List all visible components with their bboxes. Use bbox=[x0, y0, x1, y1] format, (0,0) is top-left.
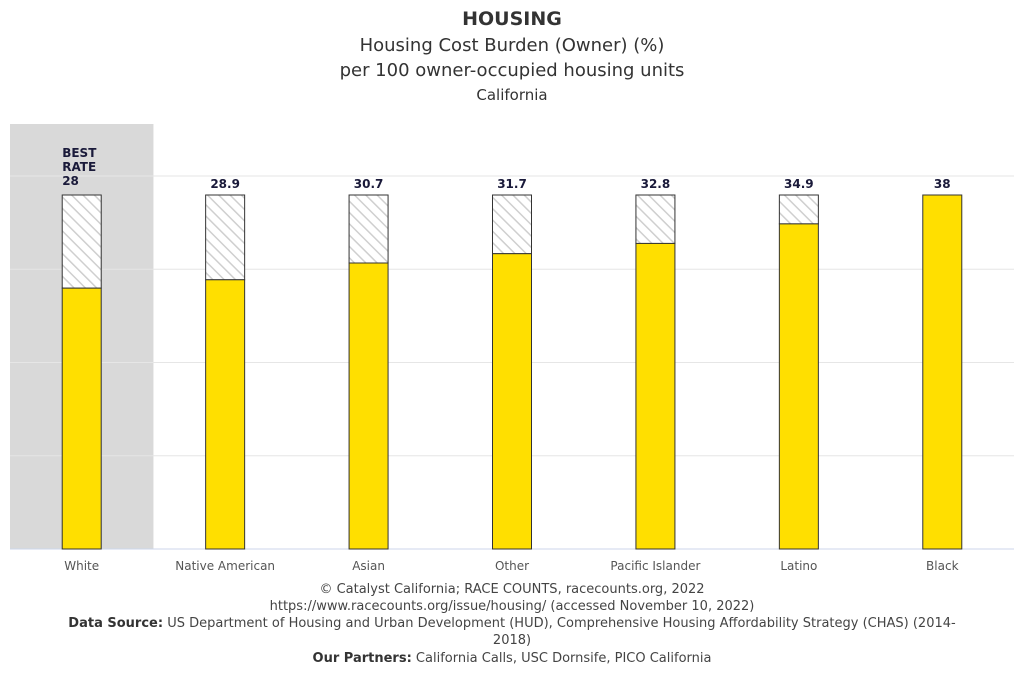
category-label: Black bbox=[926, 559, 959, 573]
best-rate-label: BEST bbox=[62, 146, 97, 160]
category-label: White bbox=[64, 559, 99, 573]
bar-native-american bbox=[205, 279, 246, 550]
category-label: Other bbox=[495, 559, 529, 573]
bar-latino bbox=[778, 223, 819, 550]
footer-source-cont: 2018) bbox=[492, 633, 532, 648]
footer-copyright: © Catalyst California; RACE COUNTS, race… bbox=[319, 582, 705, 597]
chart-subtitle-units: per 100 owner-occupied housing units bbox=[339, 60, 685, 81]
value-label: 28 bbox=[62, 174, 79, 188]
bar-gap-white bbox=[61, 194, 102, 289]
value-label: 30.7 bbox=[354, 177, 384, 191]
category-label: Latino bbox=[780, 559, 817, 573]
best-rate-label: RATE bbox=[62, 160, 96, 174]
bar-white bbox=[61, 287, 102, 550]
bar-pacific-islander bbox=[635, 242, 676, 550]
category-label: Asian bbox=[352, 559, 385, 573]
footer-source-label: Data Source: bbox=[68, 616, 164, 631]
value-label: 28.9 bbox=[210, 177, 240, 191]
value-label: 31.7 bbox=[497, 177, 527, 191]
chart-subtitle-region: California bbox=[476, 86, 548, 104]
footer-partners: Our Partners: California Calls, USC Dorn… bbox=[0, 651, 1024, 667]
value-label: 32.8 bbox=[641, 177, 671, 191]
bar-gap-native-american bbox=[205, 194, 246, 281]
footer-source-text: US Department of Housing and Urban Devel… bbox=[167, 616, 956, 631]
bar-gap-latino bbox=[778, 194, 819, 225]
value-label: 34.9 bbox=[784, 177, 814, 191]
bar-gap-asian bbox=[348, 194, 389, 264]
category-label: Pacific Islander bbox=[610, 559, 700, 573]
bar-gap-pacific-islander bbox=[635, 194, 676, 244]
bar-gap-other bbox=[492, 194, 532, 255]
chart-title: HOUSING bbox=[462, 8, 562, 30]
bar-other bbox=[492, 253, 532, 550]
category-label: Native American bbox=[175, 559, 275, 573]
chart-subtitle: Housing Cost Burden (Owner) (%) bbox=[359, 35, 665, 56]
bar-asian bbox=[348, 262, 389, 550]
bar-black bbox=[922, 194, 963, 550]
footer-partners-label: Our Partners: bbox=[312, 651, 412, 666]
footer-partners-text: California Calls, USC Dornsife, PICO Cal… bbox=[415, 651, 712, 666]
footer-url: https://www.racecounts.org/issue/housing… bbox=[269, 599, 755, 614]
value-label: 38 bbox=[934, 177, 951, 191]
footer-source: Data Source: US Department of Housing an… bbox=[0, 616, 1024, 632]
